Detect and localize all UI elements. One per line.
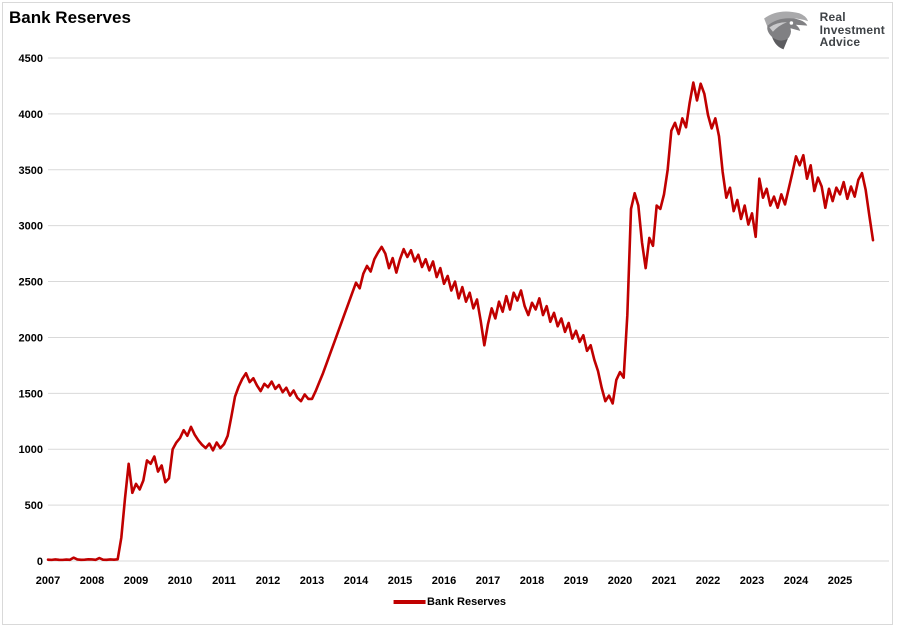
bank-reserves-series-line — [46, 81, 875, 562]
x-tick-label-2009: 2009 — [124, 575, 148, 587]
x-tick-label-2020: 2020 — [608, 575, 632, 587]
y-tick-label-3000: 3000 — [19, 221, 43, 233]
y-tick-label-0: 0 — [37, 556, 43, 568]
ria-logo-line-1: Real — [819, 10, 846, 25]
x-tick-label-2018: 2018 — [520, 575, 544, 587]
x-tick-label-2010: 2010 — [168, 575, 192, 587]
y-tick-label-1000: 1000 — [19, 444, 43, 456]
ria-logo: Real Investment Advice — [760, 8, 885, 52]
x-tick-label-2008: 2008 — [80, 575, 104, 587]
x-tick-label-2025: 2025 — [828, 575, 852, 587]
x-tick-label-2024: 2024 — [784, 575, 809, 587]
x-tick-label-2015: 2015 — [388, 575, 412, 587]
y-tick-label-2500: 2500 — [19, 277, 43, 289]
legend-line-swatch — [393, 600, 426, 604]
x-tick-label-2013: 2013 — [300, 575, 324, 587]
x-tick-label-2022: 2022 — [696, 575, 720, 587]
y-tick-label-2000: 2000 — [19, 332, 43, 344]
ria-logo-line-2: Investment — [819, 22, 885, 37]
x-tick-label-2017: 2017 — [476, 575, 500, 587]
x-tick-label-2007: 2007 — [36, 575, 60, 587]
y-axis-labels: 0 500 1000 1500 2000 2500 3000 3500 4000 4500 — [19, 53, 43, 568]
x-tick-label-2019: 2019 — [564, 575, 588, 587]
eagle-icon — [763, 11, 808, 50]
y-tick-label-500: 500 — [25, 500, 43, 512]
x-tick-label-2011: 2011 — [212, 575, 236, 587]
x-axis-labels: 2007 2008 2009 2010 2011 2012 2013 2014 2015 2016… — [36, 575, 852, 587]
x-tick-label-2021: 2021 — [652, 575, 676, 587]
x-tick-label-2016: 2016 — [432, 575, 456, 587]
x-tick-label-2012: 2012 — [256, 575, 280, 587]
y-tick-label-3500: 3500 — [19, 165, 43, 177]
y-tick-label-4500: 4500 — [19, 53, 43, 65]
ria-logo-line-3: Advice — [819, 35, 861, 50]
ria-logo-text: Real Investment Advice — [820, 11, 885, 49]
x-tick-label-2014: 2014 — [344, 575, 369, 587]
gridlines — [48, 57, 889, 562]
legend-label: Bank Reserves — [427, 596, 506, 608]
y-tick-label-4000: 4000 — [19, 109, 43, 121]
x-tick-label-2023: 2023 — [740, 575, 764, 587]
chart-title: Bank Reserves — [9, 8, 131, 27]
y-tick-label-1500: 1500 — [19, 388, 43, 400]
chart-legend: Bank Reserves — [393, 596, 506, 608]
